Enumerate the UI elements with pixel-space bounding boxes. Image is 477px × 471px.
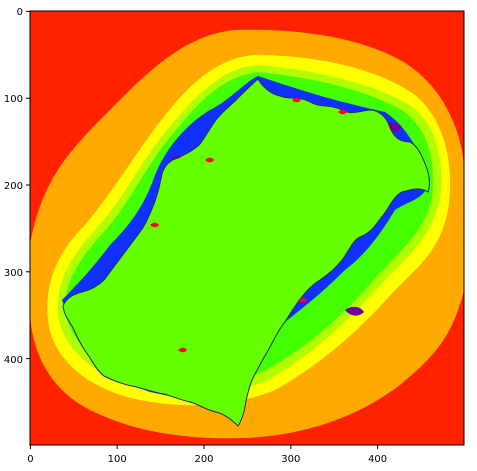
heatmap-image	[30, 11, 465, 445]
x-axis: 0 100 200 300 400	[27, 445, 387, 465]
y-tick-label: 200	[4, 181, 23, 192]
y-axis: 0 100 200 300 400	[4, 7, 30, 366]
x-tick-label: 400	[368, 454, 387, 465]
x-tick-label: 0	[27, 454, 33, 465]
y-tick-label: 100	[4, 94, 23, 105]
x-tick-label: 200	[194, 454, 213, 465]
y-tick-label: 0	[17, 7, 23, 18]
y-tick-label: 400	[4, 355, 23, 366]
x-tick-label: 300	[281, 454, 300, 465]
x-tick-label: 100	[108, 454, 127, 465]
y-tick-label: 300	[4, 268, 23, 279]
